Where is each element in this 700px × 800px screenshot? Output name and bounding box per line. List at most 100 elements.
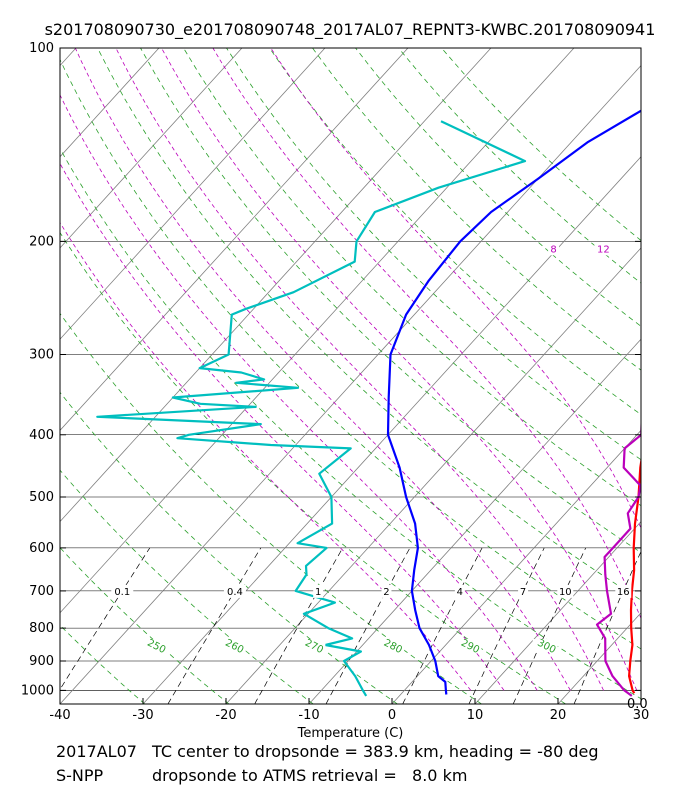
mixing-ratio-label: 0.1 [114,587,130,598]
mixing-ratio-label-bg [557,584,574,598]
isotherm-line [225,247,641,704]
moist-adiabat-line [60,94,538,691]
series-dropsonde-temperature-line [627,455,641,694]
dry-adiabat-line [226,48,641,461]
mixing-ratio-label-bg [518,584,529,598]
caption-storm-distance: 2017AL07 TC center to dropsonde = 383.9 k… [56,742,599,761]
x-tick-label: -20 [215,708,236,723]
plot-area: 0.10.41247101625026027028029030081216202… [60,48,670,704]
chart-title: s201708090730_e201708090748_2017AL07_REP… [44,20,656,39]
dry-adiabat-line [398,48,641,284]
mixing-ratio-label-bg [111,584,134,598]
series-atms-temperature-retrieval-line [595,418,641,697]
mixing-ratio-line [167,547,262,704]
dry-adiabat-line [60,624,146,704]
moist-adiabat-line [270,48,641,529]
moist-adiabat-line [60,162,505,691]
isotherm-line [60,48,492,523]
dry-adiabat-line [60,547,230,704]
dry-adiabat-line [60,231,566,704]
mixing-ratio-line [325,547,411,704]
y-tick-label: 300 [29,347,54,362]
caption-retrieval-text: dropsonde to ATMS retrieval = 8.0 km [152,766,468,785]
dry-adiabat-line [269,48,641,416]
dry-adiabat-line [441,48,641,242]
dry-adiabat-line [60,702,61,704]
dry-adiabat-label-bg [379,639,405,653]
isotherm-line [60,48,77,67]
isotherm-line [474,520,641,704]
isotherm-line [60,48,326,340]
y-tick-label: 100 [29,41,54,56]
mixing-ratio-line [402,547,483,704]
dry-adiabat-label-bg [532,639,558,653]
isotherm-line [60,64,641,704]
x-tick-label: 10 [467,708,484,723]
isotherm-line [60,48,243,249]
mixing-ratio-line [468,547,545,704]
mixing-ratio-label-bg [615,584,632,598]
y-tick-label: 500 [29,490,54,505]
mixing-ratio-label: 16 [617,587,630,598]
y-tick-label: 800 [29,621,54,636]
x-tick-label: -10 [298,708,319,723]
mixing-ratio-label-bg [313,584,324,598]
mixing-ratio-label: 2 [383,587,389,598]
mixing-ratio-label: 10 [559,587,572,598]
moist-adiabat-line [115,48,604,691]
isotherm-line [60,48,575,614]
dry-adiabat-label-bg [220,639,246,653]
dry-adiabat-line [60,147,641,700]
isotherm-line [308,338,641,704]
mixing-ratio-line [254,547,344,704]
isotherm-line [640,703,641,704]
mixing-ratio-label: 0.4 [227,587,243,598]
isotherm-line [557,612,641,704]
series-dropsonde-dewpoint-line [386,109,641,695]
mixing-ratio-label-bg [381,584,392,598]
x-tick-label: 0 [388,708,396,723]
y-tick-label: 900 [29,654,54,669]
dry-adiabat-line [60,469,314,704]
mixing-ratio-label: 1 [315,587,321,598]
moist-adiabat-label: 12 [597,244,610,255]
moist-adiabat-label-bg [652,242,670,255]
dry-adiabat-line [312,48,641,371]
x-axis-title: Temperature (C) [297,726,404,740]
mixing-ratio-label: 7 [520,587,526,598]
x-tick-label: -40 [49,708,70,723]
moist-adiabat-line [161,48,638,691]
dry-adiabat-line [60,312,482,704]
mixing-ratio-label-bg [454,584,465,598]
plot-frame [59,47,642,705]
dry-adiabat-label-bg [300,639,326,653]
skew-t-chart: 0.10.41247101625026027028029030081216202… [21,41,670,740]
caption-retrieval-distance: S-NPP dropsonde to ATMS retrieval = 8.0 k… [56,766,467,785]
corner-label: 0.0 [627,697,648,712]
moist-adiabat-line [60,221,472,691]
y-tick-label: 200 [29,234,54,249]
caption-storm-id: 2017AL07 [56,742,137,761]
mixing-ratio-label-bg [223,584,246,598]
x-tick-label: 30 [633,708,650,723]
mixing-ratio-line [512,547,587,704]
series-atms-dewpoint-retrieval-line [96,120,527,697]
isotherm-line [391,429,641,704]
moist-adiabat-label: 8 [550,244,556,255]
dry-adiabat-label-bg [456,639,482,653]
dry-adiabat-line [140,48,641,553]
caption-satellite: S-NPP [56,766,104,785]
x-tick-label: -30 [132,708,153,723]
dry-adiabat-line [60,58,641,650]
moist-adiabat-label-bg [548,242,560,256]
y-tick-label: 700 [29,584,54,599]
y-tick-label: 1000 [21,683,54,698]
dry-adiabat-label-bg [142,639,168,653]
y-tick-label: 400 [29,428,54,443]
moist-adiabat-label-bg [594,242,613,256]
mixing-ratio-label: 4 [457,587,463,598]
dry-adiabat-line [355,48,641,327]
y-tick-label: 600 [29,541,54,556]
isotherm-line [60,48,409,431]
moist-adiabat-label: 16 [655,244,668,255]
